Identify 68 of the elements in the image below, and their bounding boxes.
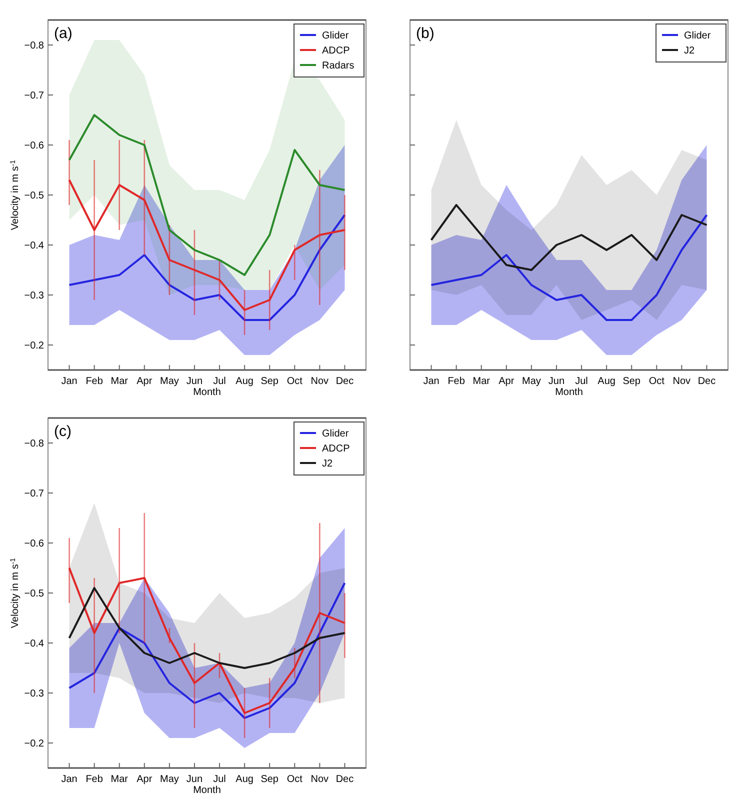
- x-tick-label: May: [160, 376, 179, 387]
- y-tick-label: −0.5: [24, 190, 44, 202]
- x-tick-label: Oct: [286, 376, 303, 387]
- x-tick-label: Dec: [336, 376, 354, 387]
- x-tick-label: Aug: [236, 774, 254, 785]
- x-tick-label: Feb: [86, 774, 104, 785]
- line-series: [68, 587, 346, 669]
- x-tick-label: Apr: [136, 376, 153, 387]
- x-tick-label: Dec: [698, 376, 716, 387]
- y-tick-label: −0.3: [24, 688, 44, 700]
- x-tick-label: Aug: [236, 376, 254, 387]
- legend-label: Glider: [322, 428, 350, 440]
- line-series: [68, 114, 346, 276]
- y-tick-label: −0.6: [24, 538, 44, 550]
- x-tick-label: Dec: [336, 774, 354, 785]
- y-tick-label: −0.4: [24, 240, 44, 252]
- legend-label: Glider: [684, 30, 712, 42]
- x-tick-label: Oct: [286, 774, 303, 785]
- x-tick-label: Sep: [260, 774, 279, 785]
- x-tick-label: Nov: [672, 376, 691, 387]
- x-tick-label: May: [522, 376, 541, 387]
- y-tick-label: −0.3: [24, 290, 44, 302]
- annotation: (c): [54, 423, 72, 440]
- y-tick-label: −0.7: [24, 90, 44, 102]
- y-tick-label: −0.8: [24, 40, 44, 52]
- x-tick-label: Mar: [472, 376, 491, 387]
- legend-label: Glider: [322, 30, 350, 42]
- x-tick-label: Jul: [213, 376, 226, 387]
- y-tick-label: −0.2: [24, 340, 44, 352]
- y-tick-label: −0.5: [24, 588, 44, 600]
- x-tick-label: Aug: [598, 376, 616, 387]
- x-tick-label: Jun: [186, 774, 203, 785]
- x-tick-label: Feb: [86, 376, 104, 387]
- x-tick-label: Mar: [110, 774, 129, 785]
- x-axis-title: Month: [193, 785, 221, 796]
- y-tick-label: −0.6: [24, 140, 44, 152]
- legend-label: J2: [322, 458, 333, 470]
- x-tick-label: May: [160, 774, 179, 785]
- y-tick-label: −0.8: [24, 438, 44, 450]
- y-tick-label: −0.4: [24, 638, 44, 650]
- x-tick-label: Oct: [648, 376, 665, 387]
- x-tick-label: Feb: [448, 376, 466, 387]
- annotation: (a): [54, 25, 72, 42]
- x-tick-label: Jul: [575, 376, 588, 387]
- x-tick-label: Sep: [622, 376, 641, 387]
- legend-label: J2: [684, 46, 695, 56]
- line-series: [68, 214, 346, 321]
- x-tick-label: Jun: [548, 376, 565, 387]
- x-tick-label: Jan: [423, 376, 440, 387]
- x-tick-label: Jan: [61, 774, 78, 785]
- x-axis-title: Month: [555, 387, 583, 398]
- legend-label: ADCP: [322, 444, 350, 454]
- x-tick-label: Mar: [110, 376, 129, 387]
- x-tick-label: Apr: [498, 376, 515, 387]
- x-tick-label: Nov: [310, 376, 329, 387]
- x-tick-label: Sep: [260, 376, 279, 387]
- y-tick-label: −0.2: [24, 738, 44, 750]
- x-tick-label: Jan: [61, 376, 78, 387]
- x-tick-label: Apr: [136, 774, 153, 785]
- line-series: [68, 179, 346, 311]
- annotation: (b): [416, 25, 434, 42]
- x-tick-label: Jul: [213, 774, 226, 785]
- x-tick-label: Jun: [186, 376, 203, 387]
- legend-label: ADCP: [322, 46, 350, 56]
- x-tick-label: Nov: [310, 774, 329, 785]
- y-tick-label: −0.7: [24, 488, 44, 500]
- legend-label: Radars: [322, 60, 354, 72]
- x-axis-title: Month: [193, 387, 221, 398]
